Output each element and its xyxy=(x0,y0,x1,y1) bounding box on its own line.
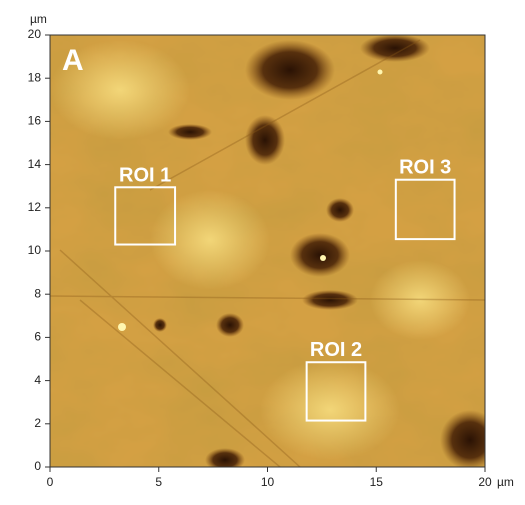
y-tick-label: 8 xyxy=(34,286,41,300)
y-tick-label: 10 xyxy=(28,243,42,257)
y-tick-label: 16 xyxy=(28,114,42,128)
y-tick-label: 0 xyxy=(34,459,41,473)
x-tick-label: 20 xyxy=(478,475,492,489)
x-unit: µm xyxy=(497,475,514,489)
y-unit: µm xyxy=(30,12,47,26)
y-tick-label: 18 xyxy=(28,70,42,84)
x-tick-label: 15 xyxy=(370,475,384,489)
y-tick-label: 6 xyxy=(34,330,41,344)
y-tick-label: 4 xyxy=(34,373,41,387)
afm-figure: A µm 05101520µm02468101214161820ROI 1ROI… xyxy=(0,0,525,505)
y-tick-label: 20 xyxy=(28,27,42,41)
x-tick-label: 0 xyxy=(47,475,54,489)
afm-image xyxy=(50,34,500,472)
y-tick-label: 14 xyxy=(28,157,42,171)
roi-label: ROI 1 xyxy=(119,164,171,186)
y-tick-label: 12 xyxy=(28,200,42,214)
x-tick-label: 10 xyxy=(261,475,275,489)
roi-label: ROI 3 xyxy=(399,157,451,179)
x-tick-label: 5 xyxy=(155,475,162,489)
roi-label: ROI 2 xyxy=(310,339,362,361)
y-tick-label: 2 xyxy=(34,416,41,430)
panel-label: A xyxy=(62,44,84,77)
